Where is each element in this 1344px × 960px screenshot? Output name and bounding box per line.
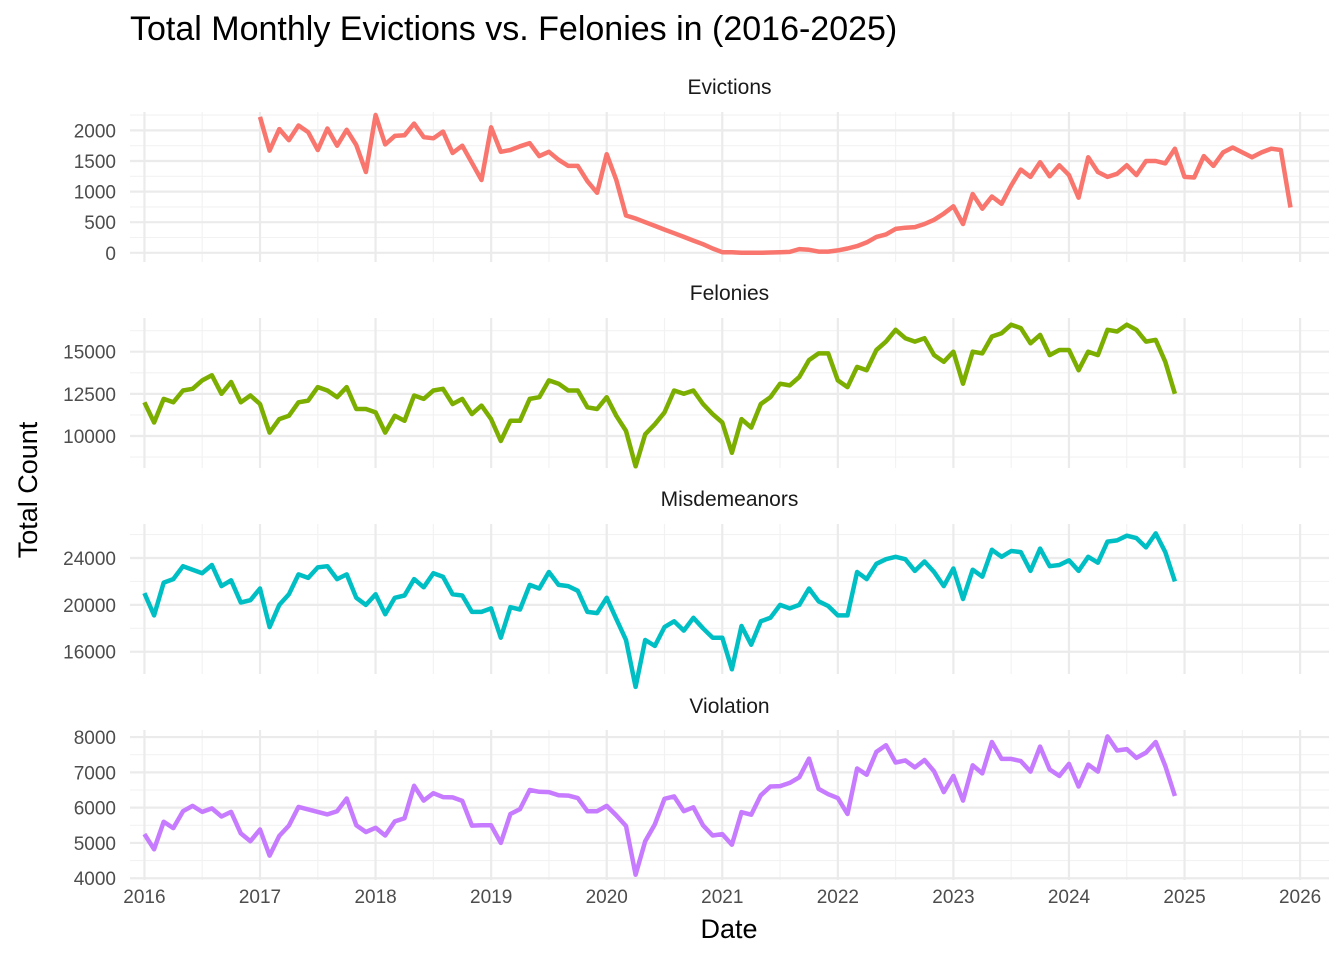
y-tick-label: 500 bbox=[84, 213, 116, 234]
panel-felonies: 10000 12500 15000 Felonies bbox=[63, 282, 1329, 469]
y-tick-label: 5000 bbox=[74, 834, 116, 855]
y-axis-title: Total Count bbox=[13, 421, 43, 558]
x-tick-label: 2024 bbox=[1048, 887, 1091, 908]
y-tick-label: 1000 bbox=[74, 183, 116, 204]
series-line-felonies bbox=[142, 322, 1178, 469]
panel-misdemeanors: 16000 20000 24000 Misdemeanors bbox=[63, 488, 1329, 690]
y-tick-label: 1500 bbox=[74, 152, 116, 173]
x-tick-label: 2023 bbox=[932, 887, 974, 908]
series-line-violation bbox=[142, 734, 1178, 877]
y-tick-label: 7000 bbox=[74, 763, 116, 784]
y-tick-label: 10000 bbox=[63, 427, 116, 448]
chart-title: Total Monthly Evictions vs. Felonies in … bbox=[130, 10, 897, 48]
x-tick-label: 2017 bbox=[239, 887, 281, 908]
x-tick-label: 2025 bbox=[1163, 887, 1205, 908]
x-tick-label: 2026 bbox=[1279, 887, 1321, 908]
x-tick-label: 2022 bbox=[817, 887, 859, 908]
facet-strip-label: Felonies bbox=[690, 282, 769, 305]
panel-evictions: 0 500 1000 1500 2000 Evictions bbox=[74, 76, 1329, 265]
x-axis-tick-labels: 2016 2017 2018 2019 2020 2021 2022 2023 2024 2025… bbox=[123, 887, 1321, 908]
y-tick-label: 2000 bbox=[74, 121, 116, 142]
facet-strip-label: Violation bbox=[689, 695, 769, 718]
x-tick-label: 2016 bbox=[123, 887, 165, 908]
facet-strip-label: Misdemeanors bbox=[661, 488, 799, 511]
y-tick-label: 12500 bbox=[63, 385, 116, 406]
series-line-misdemeanors bbox=[142, 531, 1178, 690]
x-tick-label: 2020 bbox=[586, 887, 628, 908]
facet-panels: 0 500 1000 1500 2000 Evictions 10000 12500 15000… bbox=[63, 76, 1329, 890]
y-tick-label: 16000 bbox=[63, 643, 116, 664]
series-line-evictions bbox=[257, 112, 1293, 256]
y-tick-label: 4000 bbox=[74, 869, 116, 890]
x-tick-label: 2018 bbox=[354, 887, 396, 908]
panel-violation: 4000 5000 6000 7000 8000 Violation bbox=[74, 695, 1329, 890]
y-tick-label: 24000 bbox=[63, 549, 116, 570]
y-tick-label: 0 bbox=[105, 244, 116, 265]
facet-strip-label: Evictions bbox=[687, 76, 771, 99]
x-axis-title: Date bbox=[700, 914, 757, 944]
y-tick-label: 20000 bbox=[63, 596, 116, 617]
x-tick-label: 2021 bbox=[701, 887, 743, 908]
y-tick-label: 8000 bbox=[74, 728, 116, 749]
y-tick-label: 6000 bbox=[74, 799, 116, 820]
y-tick-label: 15000 bbox=[63, 343, 116, 364]
x-tick-label: 2019 bbox=[470, 887, 512, 908]
